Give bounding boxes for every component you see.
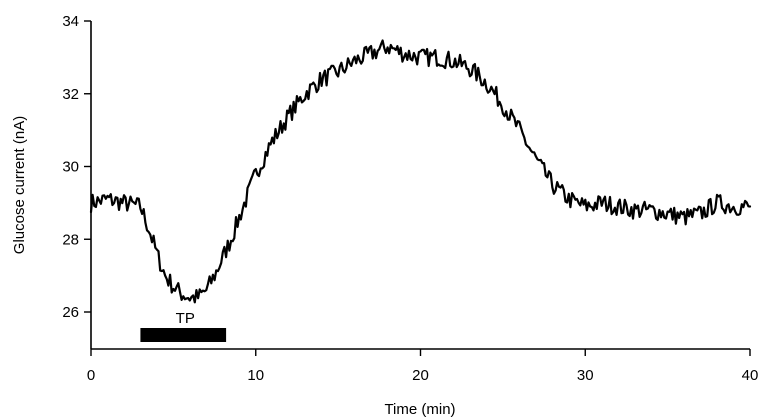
- x-tick-label: 40: [742, 367, 759, 384]
- y-tick-label: 26: [62, 304, 79, 321]
- x-tick-label: 30: [577, 367, 594, 384]
- x-tick-label: 20: [412, 367, 429, 384]
- tp-stimulus-bar: [140, 328, 227, 342]
- x-ticks: 0 10 20 30 40: [87, 349, 759, 384]
- x-axis: 0 10 20 30 40: [87, 348, 759, 384]
- y-ticks: 26 28 30 32 34: [62, 13, 91, 321]
- x-tick-label: 10: [247, 367, 264, 384]
- tp-stimulus-label: TP: [176, 310, 195, 327]
- x-tick-label: 0: [87, 367, 95, 384]
- x-axis-title: Time (min): [384, 401, 455, 418]
- plot-area: [89, 39, 752, 304]
- y-axis-title: Glucose current (nA): [11, 116, 28, 254]
- y-tick-label: 30: [62, 159, 79, 176]
- y-tick-label: 28: [62, 231, 79, 248]
- series-line: [89, 39, 752, 304]
- y-tick-label: 32: [62, 86, 79, 103]
- y-axis: 26 28 30 32 34: [62, 13, 92, 349]
- annotations: TP: [140, 310, 227, 342]
- y-tick-label: 34: [62, 13, 79, 30]
